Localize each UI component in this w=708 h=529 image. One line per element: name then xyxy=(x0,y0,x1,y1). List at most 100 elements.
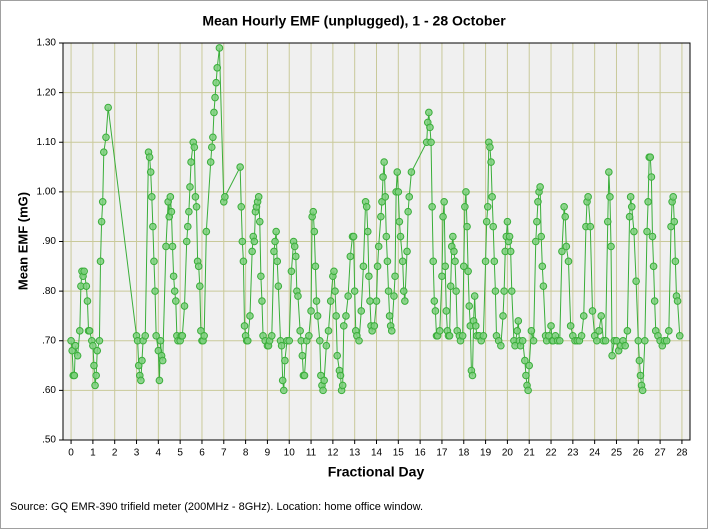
data-point xyxy=(483,202,492,211)
data-point xyxy=(636,371,645,380)
x-tick-label: 1 xyxy=(90,448,96,459)
data-point xyxy=(379,173,387,181)
data-point xyxy=(382,232,391,241)
data-point xyxy=(312,297,321,305)
data-point xyxy=(662,336,671,345)
data-point xyxy=(650,297,659,305)
data-point xyxy=(248,247,256,256)
data-point xyxy=(255,217,264,226)
data-point xyxy=(167,207,176,216)
data-point xyxy=(398,257,407,266)
data-point xyxy=(274,282,283,290)
data-point xyxy=(149,222,157,231)
data-point xyxy=(627,202,636,211)
data-point xyxy=(195,282,204,290)
chart-title: Mean Hourly EMF (unplugged), 1 - 28 Octo… xyxy=(202,13,506,29)
data-point xyxy=(237,202,246,211)
data-point xyxy=(272,227,280,236)
data-point xyxy=(339,322,348,330)
data-point xyxy=(285,336,294,345)
data-point xyxy=(75,327,84,335)
x-tick-label: 23 xyxy=(567,448,579,459)
y-tick-label: 1.30 xyxy=(37,38,57,49)
y-tick-label: .80 xyxy=(42,286,56,297)
data-point xyxy=(562,242,571,251)
data-point xyxy=(597,312,606,320)
data-point xyxy=(239,257,248,266)
data-point xyxy=(479,331,488,340)
data-point xyxy=(290,242,299,251)
data-point xyxy=(450,247,458,256)
data-point xyxy=(435,327,444,335)
data-point xyxy=(621,341,630,350)
x-tick-label: 2 xyxy=(112,448,118,459)
data-point xyxy=(462,188,470,196)
data-point xyxy=(138,356,146,365)
data-point xyxy=(373,262,382,271)
data-point xyxy=(439,212,447,221)
data-point xyxy=(440,198,448,206)
data-point xyxy=(180,302,189,310)
data-point xyxy=(385,312,394,320)
x-tick-label: 15 xyxy=(393,448,405,459)
y-axis-label: Mean EMF (mG) xyxy=(15,192,30,290)
data-point xyxy=(426,123,434,132)
data-point xyxy=(145,153,154,161)
y-tick-label: .90 xyxy=(42,236,56,247)
data-point xyxy=(213,64,222,72)
plot-border xyxy=(62,42,691,441)
data-point xyxy=(387,327,396,335)
data-point xyxy=(296,327,304,335)
data-point xyxy=(665,327,673,335)
data-point xyxy=(623,327,632,335)
data-point xyxy=(391,272,399,281)
data-point xyxy=(503,217,512,226)
data-point xyxy=(187,158,195,166)
data-point xyxy=(647,173,656,181)
data-point xyxy=(638,386,647,395)
data-point xyxy=(482,217,491,226)
data-point xyxy=(97,217,106,226)
data-point xyxy=(98,198,107,206)
data-point xyxy=(486,143,494,152)
data-point xyxy=(362,202,371,211)
x-tick-label: 0 xyxy=(68,448,74,459)
data-point xyxy=(464,267,472,276)
x-tick-label: 22 xyxy=(545,448,557,459)
x-tick-label: 17 xyxy=(436,448,448,459)
x-tick-label: 18 xyxy=(458,448,470,459)
data-point xyxy=(425,108,433,117)
data-point xyxy=(320,376,328,385)
data-point xyxy=(93,346,102,355)
data-point xyxy=(278,376,287,385)
data-point xyxy=(186,183,194,191)
data-point xyxy=(137,376,145,385)
data-point xyxy=(377,212,385,221)
data-point xyxy=(463,222,471,231)
x-tick-label: 27 xyxy=(655,448,667,459)
data-point xyxy=(380,158,388,166)
data-point xyxy=(429,257,438,266)
data-point xyxy=(155,376,164,385)
data-point xyxy=(595,327,603,335)
data-point xyxy=(404,207,412,216)
data-point xyxy=(584,193,592,201)
data-point xyxy=(605,168,613,176)
data-point xyxy=(300,371,309,380)
data-point xyxy=(393,168,402,176)
data-point xyxy=(524,386,532,395)
data-point xyxy=(558,247,566,256)
data-point xyxy=(99,148,108,156)
data-point xyxy=(257,272,265,281)
data-point xyxy=(258,297,266,305)
x-tick-label: 6 xyxy=(199,448,205,459)
data-point xyxy=(430,297,439,305)
data-point xyxy=(370,322,379,330)
data-point xyxy=(200,331,208,340)
data-point xyxy=(279,386,288,395)
data-point xyxy=(307,307,315,315)
data-point xyxy=(243,336,252,345)
data-point xyxy=(322,341,331,350)
data-point xyxy=(514,317,523,325)
